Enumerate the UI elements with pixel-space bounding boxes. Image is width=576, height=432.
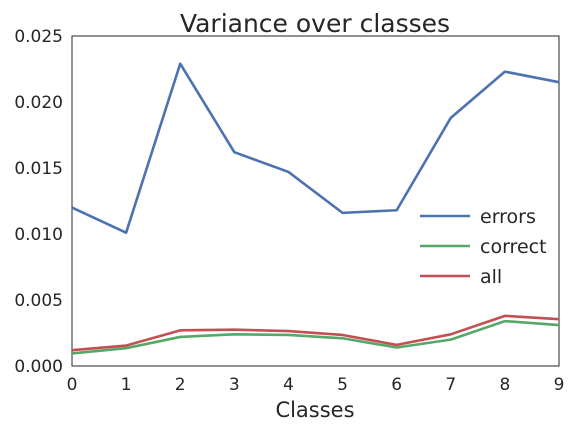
y-tick-label: 0.015	[14, 159, 63, 179]
x-tick-label: 3	[229, 375, 240, 395]
plot-area	[71, 35, 560, 367]
tick-labels: 0 1 2 3 4 5 6 7 8 9 0.000 0.005 0.010 0.015 0.020 0.025	[14, 27, 564, 395]
series-line-errors	[71, 62, 560, 234]
x-tick-label: 4	[283, 375, 294, 395]
x-tick-label: 5	[337, 375, 348, 395]
y-tick-label: 0.000	[14, 357, 63, 377]
x-tick-label: 8	[499, 375, 510, 395]
chart-title: Variance over classes	[180, 9, 450, 38]
x-tick-label: 6	[391, 375, 402, 395]
legend: errors correct all	[420, 206, 547, 288]
x-tick-label: 9	[554, 375, 565, 395]
x-tick-label: 2	[175, 375, 186, 395]
series-lines	[71, 62, 560, 355]
series-line-correct	[71, 319, 560, 355]
plot-frame	[71, 35, 560, 367]
legend-label-correct: correct	[480, 236, 547, 258]
legend-label-all: all	[480, 266, 502, 288]
x-tick-label: 7	[445, 375, 456, 395]
y-tick-label: 0.020	[14, 93, 63, 113]
series-line-all	[71, 314, 560, 352]
legend-label-errors: errors	[480, 206, 536, 228]
y-tick-label: 0.025	[14, 27, 63, 47]
x-tick-label: 1	[121, 375, 132, 395]
y-tick-label: 0.010	[14, 225, 63, 245]
y-tick-label: 0.005	[14, 291, 63, 311]
x-axis-label: Classes	[275, 398, 354, 422]
x-tick-label: 0	[67, 375, 78, 395]
